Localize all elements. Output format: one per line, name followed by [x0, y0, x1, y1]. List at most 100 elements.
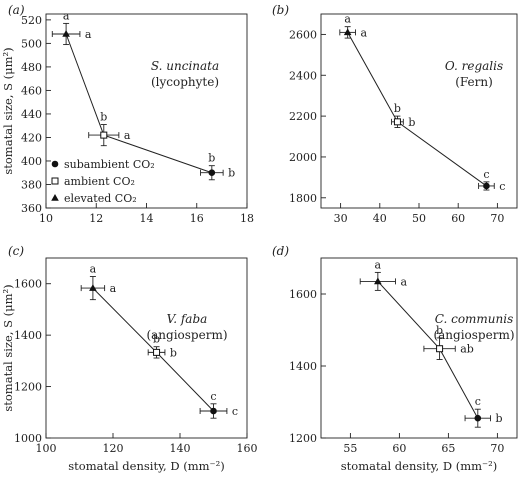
series-line [347, 32, 487, 187]
data-point-ambient: ba [88, 111, 131, 147]
x-tick-label: 120 [103, 442, 124, 455]
data-point-elevated: aa [80, 263, 117, 301]
y-significance-letter: c [483, 168, 489, 181]
elevated-marker [89, 284, 97, 291]
y-tick-label: 1000 [14, 432, 42, 445]
y-tick-label: 500 [21, 37, 42, 50]
plot-frame [320, 257, 518, 439]
y-significance-letter: c [475, 395, 481, 408]
legend-marker-elevated [51, 194, 59, 201]
y-tick-label: 1600 [14, 278, 42, 291]
x-tick-label: 50 [412, 212, 426, 225]
group-label: (lycophyte) [151, 75, 219, 89]
y-significance-letter: b [100, 111, 107, 124]
x-tick-label: 160 [237, 442, 258, 455]
group-label: (angiosperm) [433, 328, 514, 342]
y-significance-letter: b [436, 324, 443, 337]
x-significance-letter: a [360, 26, 367, 39]
y-tick-label: 1800 [289, 192, 317, 205]
y-tick-label: 2000 [289, 151, 317, 164]
y-tick-label: 2200 [289, 110, 317, 123]
x-significance-letter: a [400, 275, 407, 288]
y-significance-letter: b [208, 152, 215, 165]
x-significance-letter: c [499, 180, 505, 193]
x-axis-title: stomatal density, D (mm⁻²) [68, 459, 224, 473]
series-line [65, 33, 212, 174]
group-label: (angiosperm) [146, 328, 227, 342]
subambient-marker [483, 182, 490, 190]
x-tick-label: 70 [490, 212, 504, 225]
x-tick-label: 65 [441, 442, 455, 455]
ambient-marker [393, 118, 401, 126]
species-label: S. uncinata [151, 59, 219, 73]
y-tick-label: 2600 [289, 28, 317, 41]
data-point-subambient: cc [478, 168, 505, 193]
y-tick-label: 480 [21, 61, 42, 74]
legend-marker-ambient [51, 177, 59, 185]
panel-label: (d) [272, 244, 289, 258]
y-significance-letter: b [394, 102, 401, 115]
species-label: C. communis [435, 312, 514, 326]
subambient-marker [474, 414, 482, 422]
panel-label: (b) [272, 3, 289, 17]
data-point-elevated: aa [359, 258, 407, 291]
species-label: O. regalis [445, 59, 503, 73]
plot-frame [45, 257, 248, 439]
x-significance-letter: b [496, 412, 503, 425]
x-significance-letter: a [110, 282, 117, 295]
y-significance-letter: b [153, 333, 160, 346]
x-tick-label: 10 [39, 212, 53, 225]
x-tick-label: 70 [490, 442, 504, 455]
y-tick-label: 2400 [289, 69, 317, 82]
legend-entry-subambient: subambient CO₂ [64, 158, 155, 171]
y-tick-label: 1400 [289, 360, 317, 373]
x-tick-label: 140 [170, 442, 191, 455]
y-significance-letter: c [210, 390, 216, 403]
legend-entry-elevated: elevated CO₂ [64, 192, 137, 205]
y-tick-label: 380 [21, 178, 42, 191]
data-point-elevated: aa [51, 9, 92, 46]
x-tick-label: 18 [240, 212, 254, 225]
y-axis-title: stomatal size, S (μm²) [1, 284, 15, 411]
y-tick-label: 360 [21, 202, 42, 215]
legend: subambient CO₂ ambient CO₂ elevated CO₂ [51, 158, 155, 205]
x-significance-letter: a [124, 129, 131, 142]
species-label: V. faba [167, 312, 208, 326]
y-significance-letter: a [63, 9, 70, 22]
group-label: (Fern) [455, 75, 493, 89]
y-significance-letter: a [90, 263, 97, 276]
data-point-ambient: bb [391, 102, 415, 129]
x-significance-letter: a [85, 28, 92, 41]
y-tick-label: 460 [21, 84, 42, 97]
y-tick-label: 1400 [14, 329, 42, 342]
data-point-subambient: cc [199, 390, 238, 419]
elevated-marker [343, 28, 352, 36]
y-tick-label: 1200 [14, 381, 42, 394]
subambient-marker [210, 407, 217, 415]
panel-label: (c) [8, 244, 24, 258]
y-tick-label: 400 [21, 155, 42, 168]
y-tick-label: 1200 [289, 432, 317, 445]
x-significance-letter: b [228, 167, 235, 180]
data-point-ambient: bb [147, 333, 177, 359]
chart-panel-2: 30 40 50 60 70 1800 2000 2200 2400 2600(b) O. rega… [272, 3, 518, 225]
y-tick-label: 420 [21, 131, 42, 144]
elevated-marker [374, 277, 382, 285]
x-tick-label: 12 [89, 212, 103, 225]
x-significance-letter: c [232, 405, 238, 418]
chart-panel-4: 55 60 65 70 1200 1400 1600 (d) C. communis (angio… [272, 244, 518, 473]
x-significance-letter: b [408, 116, 415, 129]
x-tick-label: 30 [334, 212, 348, 225]
x-tick-label: 16 [190, 212, 204, 225]
x-tick-label: 55 [343, 442, 357, 455]
x-tick-label: 100 [36, 442, 57, 455]
chart-panel-1: 10 12 14 16 18 360 380 400 420 440 460 480 500 520(a)… [1, 3, 254, 225]
x-tick-label: 40 [373, 212, 387, 225]
legend-entry-ambient: ambient CO₂ [64, 175, 135, 188]
ambient-marker [100, 131, 108, 139]
y-axis-title: stomatal size, S (μm²) [1, 47, 15, 174]
data-point-subambient: cb [464, 395, 503, 428]
y-significance-letter: a [344, 13, 351, 26]
x-axis-title: stomatal density, D (mm⁻²) [341, 459, 497, 473]
